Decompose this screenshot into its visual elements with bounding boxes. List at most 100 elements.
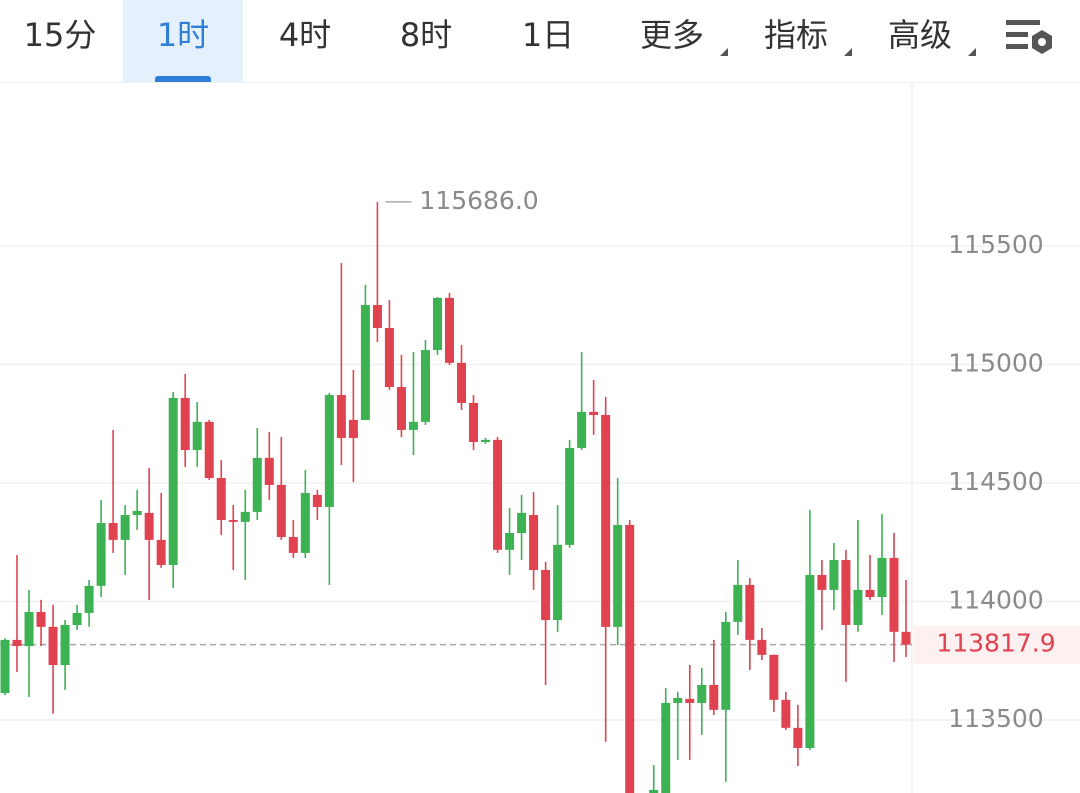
max-label: 115686.0 — [419, 186, 538, 215]
candle-body — [216, 478, 226, 520]
timeframe-tab[interactable]: 高级 — [860, 0, 980, 82]
candle-body — [565, 447, 575, 545]
timeframe-bar: 15分 1时 4时 8时 1日 更多 指标 高级 — [0, 0, 1080, 83]
candle-body — [204, 421, 214, 479]
tab-label: 指标 — [763, 16, 828, 54]
candle-body — [60, 624, 70, 666]
candle-body — [408, 421, 418, 430]
candle-body — [0, 639, 10, 693]
candle-body — [493, 439, 503, 550]
candle-body — [517, 512, 527, 534]
last-price-box — [914, 625, 1080, 664]
candle-body — [577, 411, 587, 448]
candle-body — [168, 397, 178, 566]
candle-body — [745, 584, 755, 640]
candle-body — [613, 524, 623, 627]
candle-body — [757, 639, 767, 655]
candle-body — [336, 395, 346, 438]
timeframe-tab[interactable]: 8时 — [366, 0, 486, 82]
tab-label: 4时 — [278, 16, 332, 54]
candle-body — [793, 727, 803, 748]
candle-body — [132, 510, 142, 515]
candle-body — [865, 589, 875, 598]
y-tick-label: 115500 — [948, 230, 1043, 259]
candle-body — [72, 612, 82, 625]
candle-body — [48, 626, 58, 666]
candle-body — [372, 305, 382, 329]
candle-body — [601, 414, 611, 627]
candle-body — [384, 328, 394, 388]
candle-body — [769, 654, 779, 700]
candle-body — [312, 494, 322, 507]
dropdown-arrow — [968, 48, 976, 56]
candle-body — [457, 362, 467, 403]
candle-body — [817, 574, 827, 590]
candle-body — [192, 421, 202, 451]
candle-body — [348, 419, 358, 438]
candle-body — [661, 702, 671, 793]
candle-body — [733, 584, 743, 622]
timeframe-tab[interactable]: 4时 — [245, 0, 365, 82]
candle-body — [276, 484, 286, 538]
candle-body — [901, 631, 911, 645]
tab-label: 更多 — [639, 16, 704, 54]
candle-body — [144, 512, 154, 540]
candle-body — [697, 684, 707, 703]
candle-body — [228, 519, 238, 522]
tab-label: 高级 — [887, 16, 952, 54]
selected-indicator — [155, 76, 211, 82]
candle-body — [324, 395, 334, 507]
candle-body — [829, 560, 839, 590]
candle-body — [300, 492, 310, 553]
candle-body — [360, 305, 370, 420]
candle-body — [805, 574, 815, 748]
settings-icon[interactable] — [1000, 8, 1060, 68]
candle-body — [180, 397, 190, 451]
candle-body — [444, 297, 454, 363]
candle-body — [481, 439, 491, 443]
candle-body — [709, 684, 719, 710]
candle-body — [589, 411, 599, 415]
candle-body — [529, 514, 539, 570]
candle-body — [841, 560, 851, 625]
dropdown-arrow — [844, 48, 852, 56]
y-tick-label: 115000 — [948, 349, 1043, 378]
candle-body — [120, 514, 130, 540]
candle-body — [24, 611, 34, 647]
tab-label: 1日 — [521, 16, 575, 54]
candle-body — [469, 402, 479, 443]
candle-body — [877, 557, 887, 598]
candle-body — [889, 557, 899, 632]
candle-body — [420, 350, 430, 422]
timeframe-tab[interactable]: 更多 — [612, 0, 732, 82]
candle-body — [781, 699, 791, 728]
timeframe-tab[interactable]: 15分 — [0, 0, 120, 82]
timeframe-tab[interactable]: 1时 — [123, 0, 243, 82]
candle-body — [96, 523, 106, 586]
candle-body — [553, 544, 563, 620]
candle-body — [673, 697, 683, 703]
candle-body — [264, 457, 274, 485]
candle-body — [240, 511, 250, 522]
candle-body — [649, 789, 659, 793]
y-tick-label: 114000 — [948, 586, 1043, 615]
candle-body — [12, 639, 22, 647]
tab-label: 15分 — [23, 16, 97, 54]
candle-body — [721, 621, 731, 710]
tab-label: 1时 — [156, 16, 210, 54]
dropdown-arrow — [720, 48, 728, 56]
candle-body — [252, 457, 262, 512]
last-price-label: 113817.9 — [936, 629, 1055, 658]
candle-body — [396, 387, 406, 430]
candle-body — [108, 523, 118, 540]
timeframe-tab[interactable]: 指标 — [736, 0, 856, 82]
candle-body — [625, 524, 635, 793]
candle-body — [432, 297, 442, 351]
y-tick-label: 114500 — [948, 467, 1043, 496]
candle-body — [36, 611, 46, 627]
candle-body — [84, 585, 94, 613]
timeframe-tab[interactable]: 1日 — [488, 0, 608, 82]
candle-body — [685, 698, 695, 703]
